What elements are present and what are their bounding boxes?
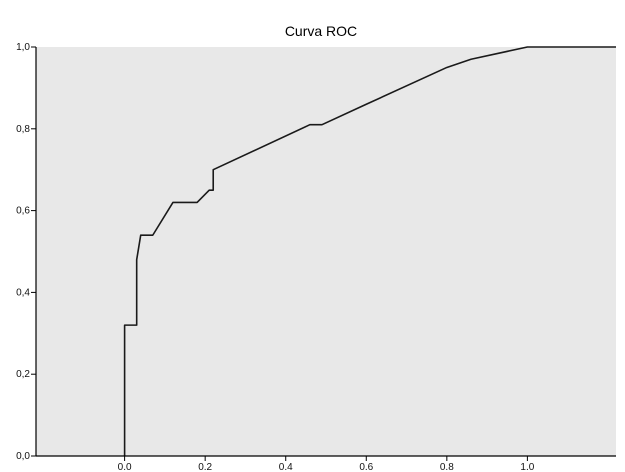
roc-curve-line xyxy=(123,46,616,456)
y-axis-ticks: 0,0 0,2 0,4 0,6 0,8 1,0 xyxy=(16,42,36,462)
x-tick-label: 0.4 xyxy=(279,462,293,472)
y-tick-label: 0,6 xyxy=(16,206,30,217)
x-tick-label: 0.6 xyxy=(359,462,373,472)
y-tick-label: 0,2 xyxy=(16,369,30,380)
x-tick-label: 0.8 xyxy=(440,462,454,472)
y-tick-label: 0,0 xyxy=(16,451,30,462)
y-tick-label: 0,4 xyxy=(16,287,30,298)
y-tick-label: 0,8 xyxy=(16,124,30,135)
x-tick-label: 1.0 xyxy=(520,462,534,472)
x-tick-label: 0.2 xyxy=(198,462,212,472)
x-axis-ticks: 0.0 0.2 0.4 0.6 0.8 1.0 xyxy=(118,456,535,472)
chart-title: Curva ROC xyxy=(285,23,357,39)
y-tick-label: 1,0 xyxy=(16,42,30,53)
x-tick-label: 0.0 xyxy=(118,462,132,472)
plot-area xyxy=(36,47,616,456)
